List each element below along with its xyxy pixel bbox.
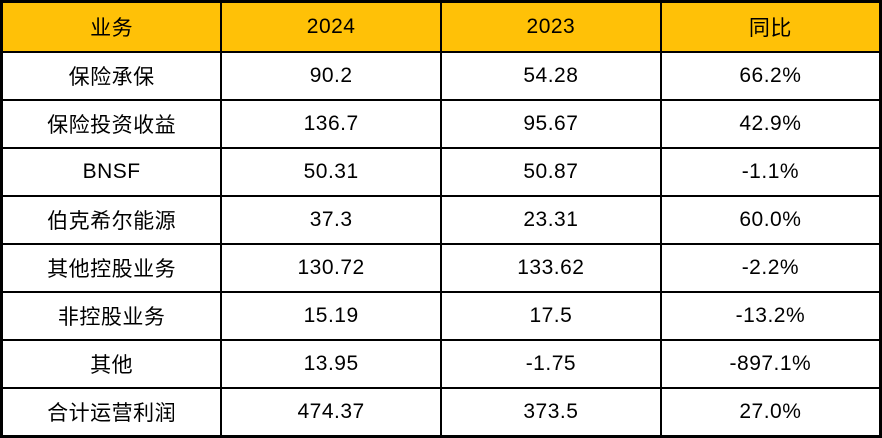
cell-business: BNSF [0, 147, 223, 197]
cell-yoy: 42.9% [659, 99, 882, 149]
cell-2023: 17.5 [440, 291, 662, 341]
table-row: 其他 13.95 -1.75 -897.1% [0, 339, 882, 389]
column-header-yoy: 同比 [659, 0, 882, 53]
table-row: 保险承保 90.2 54.28 66.2% [0, 51, 882, 101]
cell-2023: 23.31 [440, 195, 662, 245]
table-row: 其他控股业务 130.72 133.62 -2.2% [0, 243, 882, 293]
cell-2023: 95.67 [440, 99, 662, 149]
cell-yoy: -1.1% [659, 147, 882, 197]
cell-2023: -1.75 [440, 339, 662, 389]
cell-2024: 130.72 [220, 243, 442, 293]
cell-2024: 50.31 [220, 147, 442, 197]
cell-2024: 136.7 [220, 99, 442, 149]
header-row: 业务 2024 2023 同比 [0, 0, 882, 53]
cell-2024: 474.37 [220, 387, 442, 437]
cell-business: 其他 [0, 339, 223, 389]
cell-business: 合计运营利润 [0, 387, 223, 437]
cell-business: 伯克希尔能源 [0, 195, 223, 245]
table-row: BNSF 50.31 50.87 -1.1% [0, 147, 882, 197]
cell-2023: 50.87 [440, 147, 662, 197]
cell-2023: 373.5 [440, 387, 662, 437]
cell-2024: 15.19 [220, 291, 442, 341]
cell-yoy: 66.2% [659, 51, 882, 101]
cell-yoy: 27.0% [659, 387, 882, 437]
cell-2024: 13.95 [220, 339, 442, 389]
cell-yoy: -2.2% [659, 243, 882, 293]
cell-business: 保险投资收益 [0, 99, 223, 149]
table-row: 保险投资收益 136.7 95.67 42.9% [0, 99, 882, 149]
cell-yoy: -897.1% [659, 339, 882, 389]
column-header-2024: 2024 [220, 0, 442, 53]
cell-yoy: 60.0% [659, 195, 882, 245]
cell-business: 保险承保 [0, 51, 223, 101]
table-body: 保险承保 90.2 54.28 66.2% 保险投资收益 136.7 95.67 42.9% B… [0, 51, 882, 437]
cell-business: 其他控股业务 [0, 243, 223, 293]
column-header-2023: 2023 [440, 0, 662, 53]
table-row: 伯克希尔能源 37.3 23.31 60.0% [0, 195, 882, 245]
table-header: 业务 2024 2023 同比 [0, 0, 882, 53]
table-row: 合计运营利润 474.37 373.5 27.0% [0, 387, 882, 437]
cell-yoy: -13.2% [659, 291, 882, 341]
cell-2023: 54.28 [440, 51, 662, 101]
table-row: 非控股业务 15.19 17.5 -13.2% [0, 291, 882, 341]
cell-2023: 133.62 [440, 243, 662, 293]
column-header-business: 业务 [0, 0, 223, 53]
cell-2024: 90.2 [220, 51, 442, 101]
cell-2024: 37.3 [220, 195, 442, 245]
cell-business: 非控股业务 [0, 291, 223, 341]
